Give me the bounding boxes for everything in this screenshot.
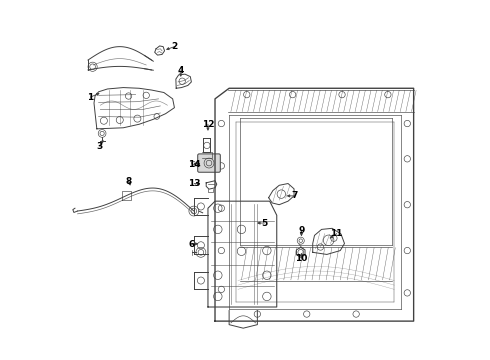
Text: 9: 9 (298, 226, 305, 235)
Text: 4: 4 (177, 66, 184, 75)
Text: 2: 2 (172, 42, 177, 51)
Text: 3: 3 (96, 141, 102, 150)
Text: 11: 11 (330, 229, 343, 238)
Text: 5: 5 (261, 219, 268, 228)
Text: 1: 1 (87, 93, 94, 102)
Text: 12: 12 (202, 120, 214, 129)
FancyBboxPatch shape (198, 154, 220, 172)
Text: 8: 8 (125, 176, 132, 185)
Text: 6: 6 (189, 240, 195, 249)
Text: 7: 7 (291, 192, 297, 201)
Text: 10: 10 (295, 254, 308, 263)
Text: 13: 13 (188, 179, 200, 188)
Text: 14: 14 (188, 160, 200, 169)
